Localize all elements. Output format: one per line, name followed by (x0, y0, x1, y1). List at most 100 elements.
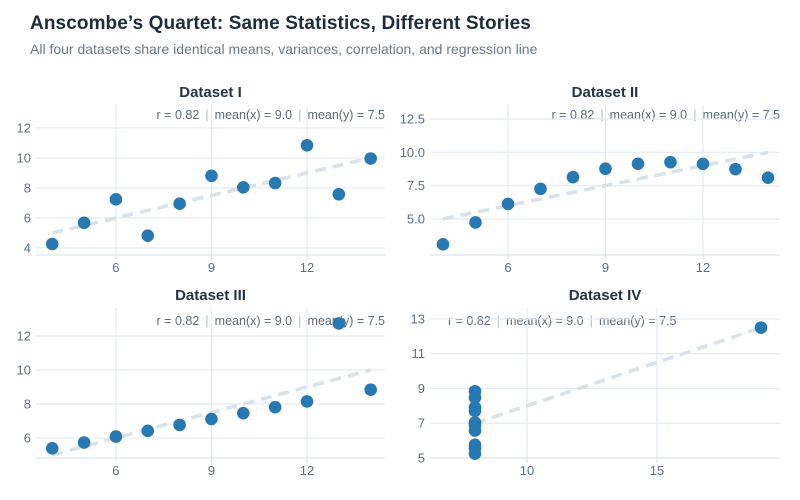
subplot-dataset-3: Dataset III r = 0.82 | mean(x) = 9.0 | mean(… (8, 285, 393, 490)
stat-separator: | (298, 107, 302, 122)
page-subtitle: All four datasets share identical means,… (30, 41, 538, 57)
x-tick-label: 12 (300, 463, 314, 478)
y-tick-label: 5 (418, 451, 425, 466)
x-tick-label: 15 (650, 463, 664, 478)
stat-separator: | (496, 313, 501, 328)
stats-annotation: r = 0.82 | mean(x) = 9.0 | mean(y) = 7.5 (157, 107, 385, 122)
data-point (364, 383, 377, 397)
data-point (534, 182, 547, 196)
data-point (501, 197, 515, 211)
regression-line (442, 150, 769, 221)
scatter-plot-canvas: 4 6 8 10 12 6 9 12 (17, 105, 385, 275)
x-tick-label: 12 (696, 260, 710, 275)
y-tick-label: 7 (418, 416, 425, 431)
x-tick-label: 6 (112, 260, 119, 275)
data-point (696, 157, 710, 171)
subplot-title: Dataset II (571, 84, 639, 101)
subplot-title: Dataset III (175, 287, 246, 304)
data-point (77, 436, 91, 449)
data-point (436, 238, 450, 251)
y-tick-label: 4 (24, 240, 31, 255)
stats-annotation: r = 0.82 | mean(x) = 9.0 | mean(y) = 7.5 (157, 313, 385, 328)
x-tick-label: 6 (112, 463, 119, 478)
stat-mean-x: mean(x) = 9.0 (214, 314, 293, 328)
y-tick-label: 10 (17, 150, 31, 165)
data-point (300, 139, 314, 152)
data-point (173, 418, 186, 432)
data-point (754, 321, 768, 334)
y-tick-label: 6 (24, 430, 31, 445)
data-point (236, 181, 250, 194)
y-tick-label: 7.5 (407, 178, 425, 193)
y-tick-label: 10 (17, 363, 31, 378)
stat-separator: | (589, 313, 593, 328)
data-point (664, 155, 677, 169)
subplot-title: Dataset IV (568, 287, 642, 304)
stat-mean-x: mean(x) = 9.0 (506, 314, 584, 328)
x-tick-label: 6 (504, 260, 511, 275)
y-tick-label: 10.0 (400, 145, 425, 160)
page-title: Anscombe’s Quartet: Same Statistics, Dif… (30, 13, 531, 34)
stat-mean-y: mean(y) = 7.5 (307, 108, 385, 122)
stat-separator: | (205, 313, 209, 328)
x-tick-label: 10 (520, 463, 534, 478)
data-point (45, 442, 59, 455)
data-point (173, 197, 186, 210)
data-point (364, 152, 377, 165)
data-point (729, 162, 742, 176)
y-tick-label: 9 (418, 381, 425, 396)
y-tick-label: 12.5 (400, 112, 425, 127)
stat-r: r = 0.82 (448, 314, 491, 328)
stat-separator: | (205, 107, 209, 122)
data-point (205, 412, 218, 426)
stat-r: r = 0.82 (156, 108, 200, 122)
subplot-title: Dataset I (179, 84, 242, 101)
data-point (332, 187, 346, 201)
x-tick-label: 9 (602, 260, 609, 275)
subplot-dataset-1: Dataset I r = 0.82 | mean(x) = 9.0 | mean(y)… (8, 82, 393, 282)
data-point (468, 401, 482, 414)
data-point (141, 424, 155, 438)
stat-separator: | (298, 313, 302, 328)
x-tick-label: 9 (208, 260, 215, 275)
data-point (77, 216, 91, 230)
subplot-dataset-4: Dataset IV r = 0.82 | mean(x) = 9.0 | mean(y… (392, 285, 792, 490)
data-point (205, 169, 218, 183)
scatter-plot-canvas: 5 7 9 11 13 10 15 (411, 308, 780, 478)
stat-r: r = 0.82 (156, 314, 200, 328)
data-point (631, 157, 645, 171)
stat-mean-x: mean(x) = 9.0 (214, 108, 293, 122)
stat-separator: | (600, 107, 604, 122)
y-tick-label: 5.0 (407, 212, 425, 227)
data-point (332, 317, 346, 330)
data-point (468, 441, 482, 455)
y-tick-label: 11 (412, 346, 426, 361)
data-point (268, 400, 282, 414)
data-point (109, 193, 123, 206)
stat-mean-y: mean(y) = 7.5 (307, 314, 385, 328)
data-point (236, 406, 250, 420)
scatter-plot-canvas: 6 8 10 12 6 9 12 (17, 308, 385, 478)
stat-separator: | (693, 107, 697, 122)
data-point (141, 229, 155, 242)
subplot-dataset-2: Dataset II r = 0.82 | mean(x) = 9.0 | mean(y… (392, 82, 792, 282)
y-tick-label: 13 (411, 311, 425, 326)
data-point (468, 391, 482, 404)
data-point (599, 162, 612, 176)
regression-line (51, 368, 372, 457)
y-tick-label: 8 (24, 396, 31, 411)
y-tick-label: 6 (24, 210, 31, 225)
x-tick-label: 9 (208, 463, 215, 478)
data-point (468, 418, 482, 432)
data-point (566, 170, 580, 184)
data-point (469, 216, 482, 229)
data-point (268, 176, 282, 190)
scatter-plot-canvas: 5.0 7.5 10.0 12.5 6 9 12 (400, 105, 780, 275)
data-point (761, 171, 775, 184)
data-point (109, 430, 123, 443)
y-tick-label: 12 (17, 120, 31, 135)
regression-line (474, 325, 762, 425)
data-point (45, 237, 59, 251)
page-header: Anscombe’s Quartet: Same Statistics, Dif… (30, 13, 537, 57)
regression-line (51, 156, 372, 235)
